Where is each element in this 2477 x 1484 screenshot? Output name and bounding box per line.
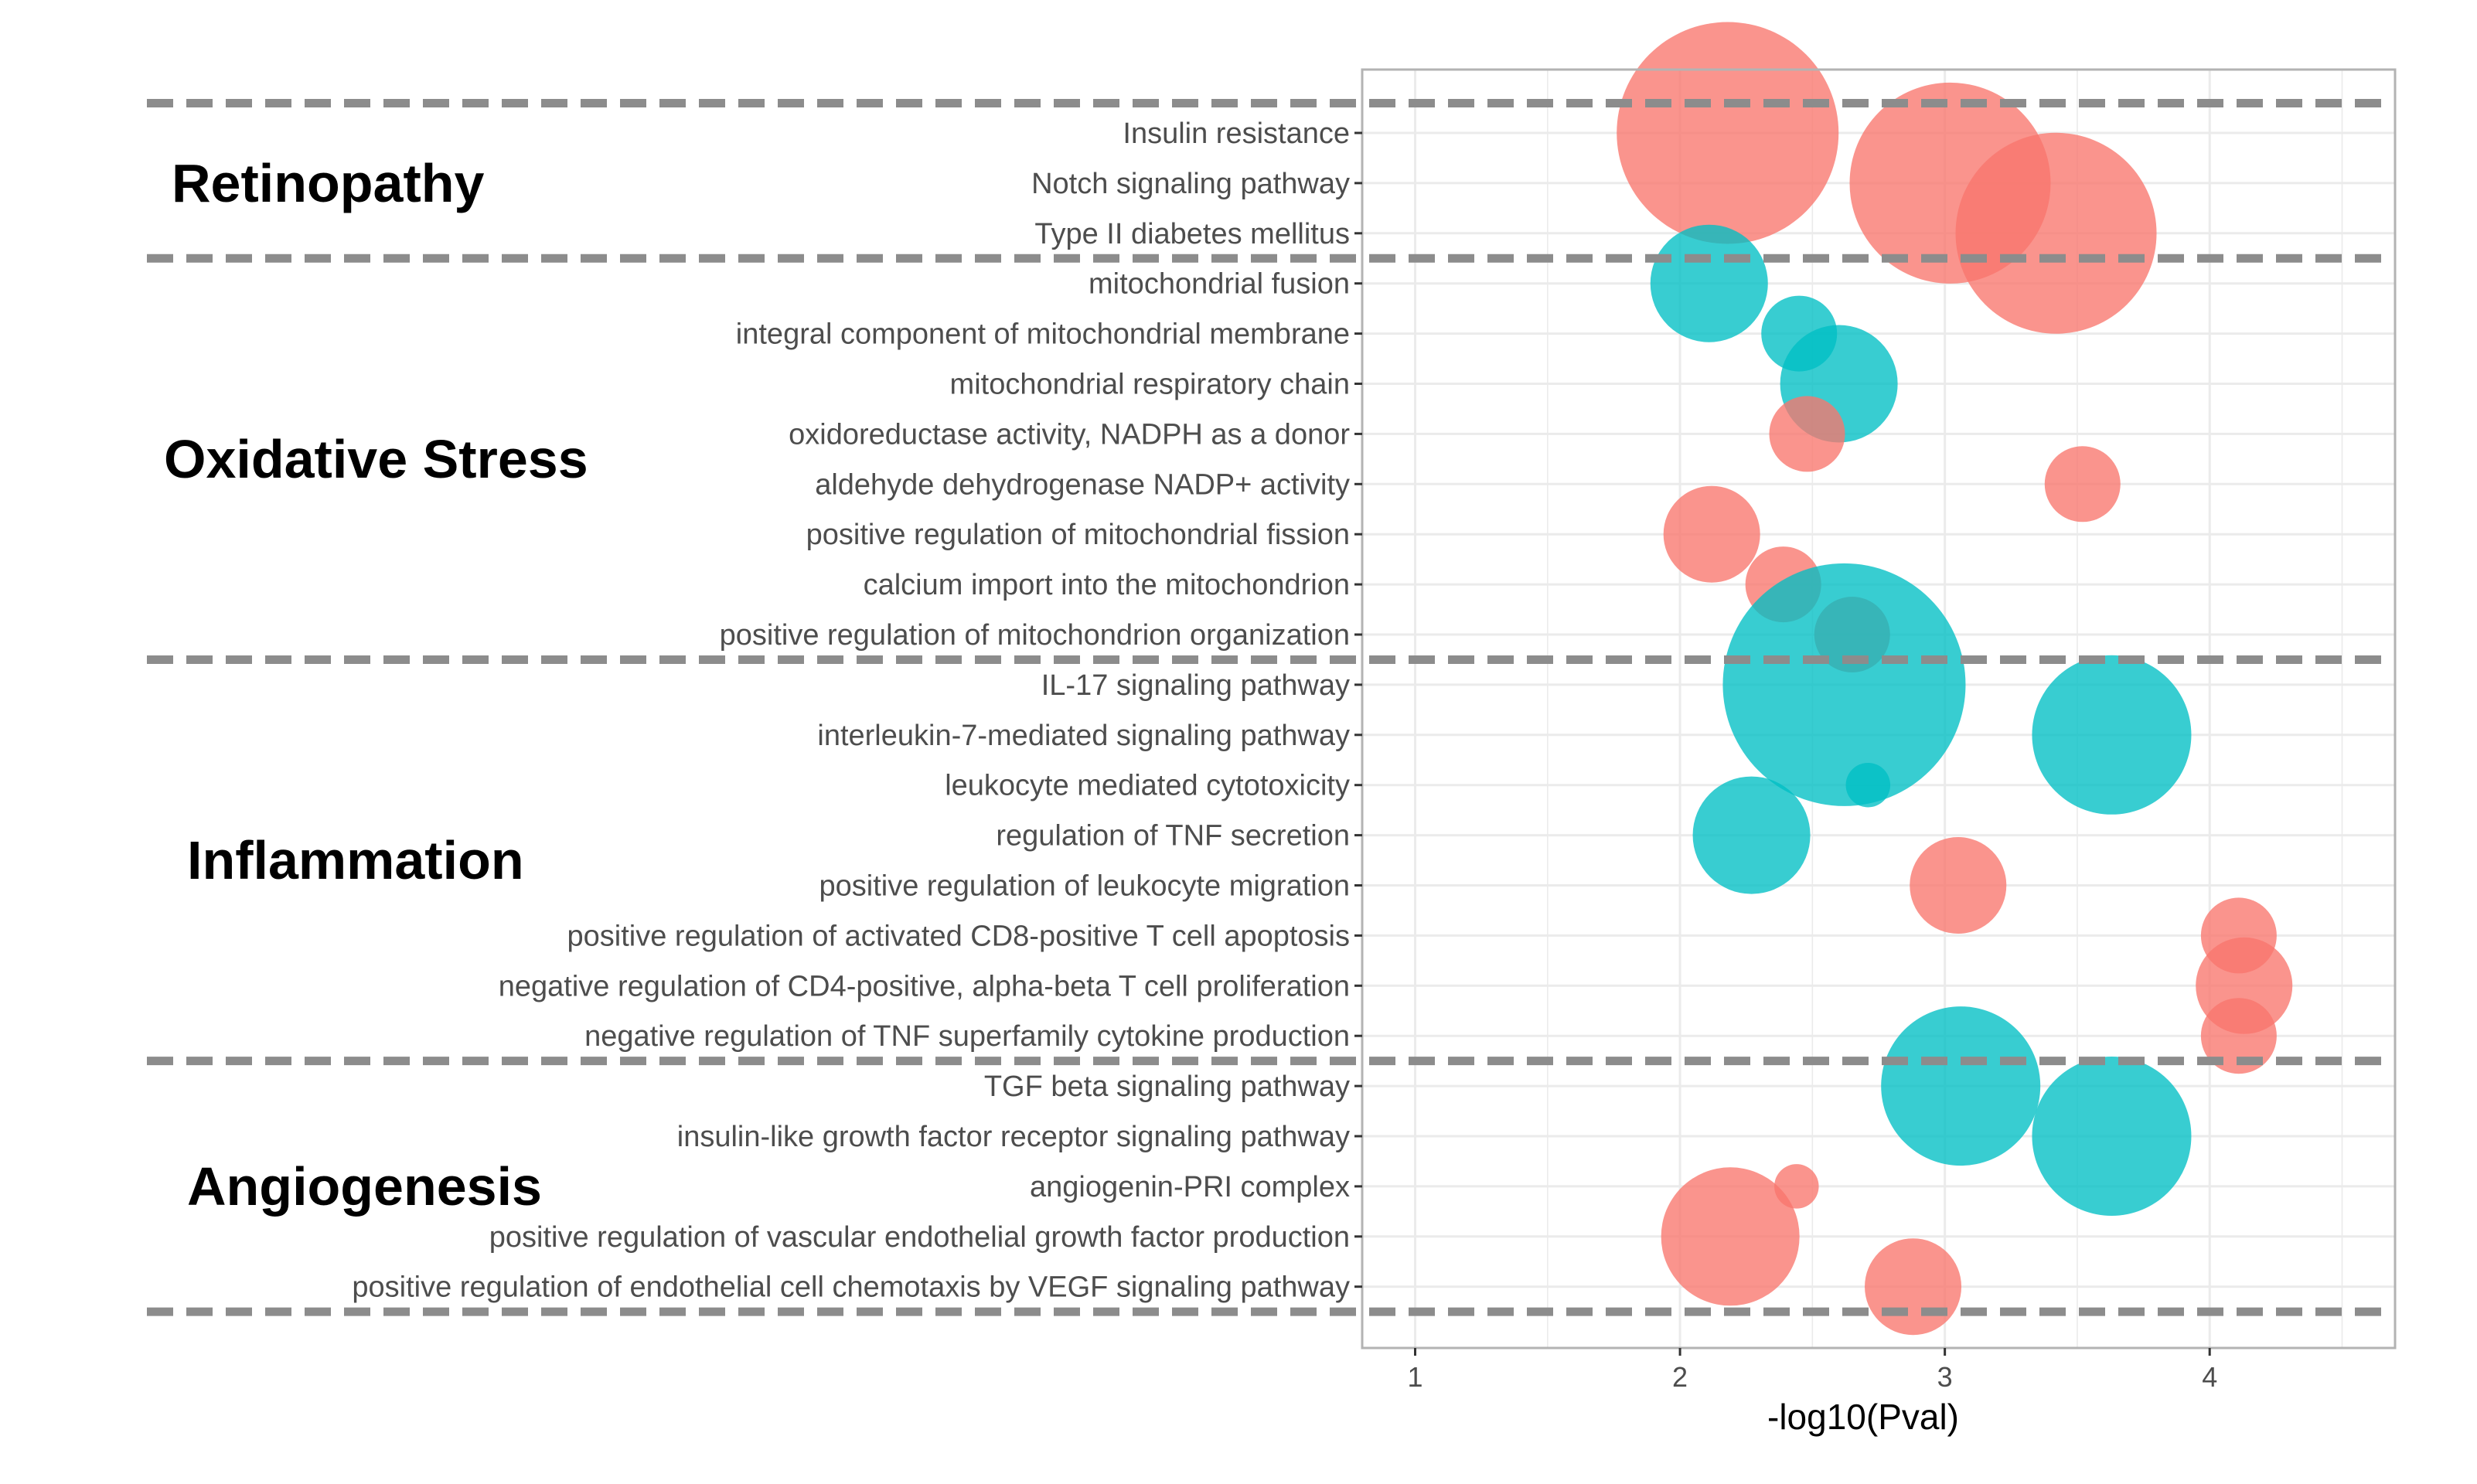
- group-labels: Retinopathy Oxidative Stress Inflammation A…: [164, 153, 588, 1217]
- group-label: Angiogenesis: [187, 1156, 542, 1217]
- y-tick-label: positive regulation of vascular endothel…: [489, 1221, 1350, 1254]
- group-separators: [147, 99, 2395, 1316]
- data-point: [1692, 776, 1811, 894]
- data-point: [2032, 655, 2192, 815]
- group-label: Retinopathy: [172, 153, 485, 213]
- x-tick-label: 4: [2202, 1361, 2217, 1393]
- y-tick-label: oxidoreductase activity, NADPH as a dono…: [789, 418, 1350, 451]
- y-tick-label: mitochondrial fusion: [1089, 268, 1350, 301]
- y-tick-label: mitochondrial respiratory chain: [950, 369, 1350, 401]
- panel-border: [1361, 68, 2397, 1350]
- y-tick-label: positive regulation of endothelial cell …: [352, 1271, 1350, 1304]
- data-point: [2200, 998, 2277, 1074]
- y-tick-label: TGF beta signaling pathway: [984, 1070, 1350, 1103]
- y-tick-label: positive regulation of leukocyte migrati…: [819, 870, 1351, 903]
- data-point: [1722, 563, 1966, 806]
- y-tick-label: aldehyde dehydrogenase NADP+ activity: [815, 468, 1350, 501]
- data-point: [1650, 224, 1768, 342]
- data-point: [2032, 1057, 2192, 1216]
- y-tick-label: IL-17 signaling pathway: [1041, 669, 1350, 702]
- x-tick-label: 3: [1937, 1361, 1953, 1393]
- y-tick-label: Notch signaling pathway: [1031, 168, 1350, 200]
- y-tick-label: calcium import into the mitochondrion: [864, 569, 1350, 601]
- data-point: [1955, 132, 2157, 334]
- data-point: [1769, 396, 1845, 472]
- y-tick-label: positive regulation of mitochondrial fis…: [806, 519, 1350, 551]
- data-point: [1661, 1167, 1800, 1306]
- y-tick-label: regulation of TNF secretion: [996, 820, 1350, 853]
- data-point: [1910, 837, 2007, 934]
- data-point: [1881, 1006, 2041, 1166]
- y-tick-label: positive regulation of mitochondrion org…: [720, 619, 1350, 652]
- data-point: [1663, 485, 1760, 583]
- group-label: Oxidative Stress: [164, 429, 588, 489]
- x-tick-label: 2: [1672, 1361, 1688, 1393]
- y-tick-label: insulin-like growth factor receptor sign…: [677, 1121, 1350, 1153]
- data-point: [1617, 22, 1839, 244]
- y-axis-ticks: [1354, 131, 1362, 1288]
- data-point: [1865, 1238, 1962, 1336]
- y-tick-label: positive regulation of activated CD8-pos…: [567, 920, 1350, 952]
- y-tick-label: Insulin resistance: [1123, 117, 1350, 150]
- y-tick-label: negative regulation of TNF superfamily c…: [584, 1020, 1350, 1053]
- y-tick-label: angiogenin-PRI complex: [1030, 1171, 1350, 1203]
- y-tick-label: integral component of mitochondrial memb…: [736, 318, 1350, 351]
- x-axis: 1 2 3 4: [1407, 1348, 2217, 1393]
- x-axis-title: -log10(Pval): [1767, 1397, 1959, 1437]
- y-tick-label: interleukin-7-mediated signaling pathway: [817, 720, 1350, 752]
- y-tick-label: negative regulation of CD4-positive, alp…: [499, 970, 1350, 1002]
- x-tick-label: 1: [1407, 1361, 1422, 1393]
- data-point: [2044, 446, 2121, 522]
- y-axis-labels: Insulin resistance Notch signaling pathwa…: [352, 117, 1350, 1304]
- data-point: [1845, 762, 1891, 808]
- group-label: Inflammation: [187, 830, 524, 890]
- y-tick-label: leukocyte mediated cytotoxicity: [945, 770, 1350, 802]
- y-tick-label: Type II diabetes mellitus: [1034, 218, 1350, 250]
- data-points: [1617, 22, 2293, 1336]
